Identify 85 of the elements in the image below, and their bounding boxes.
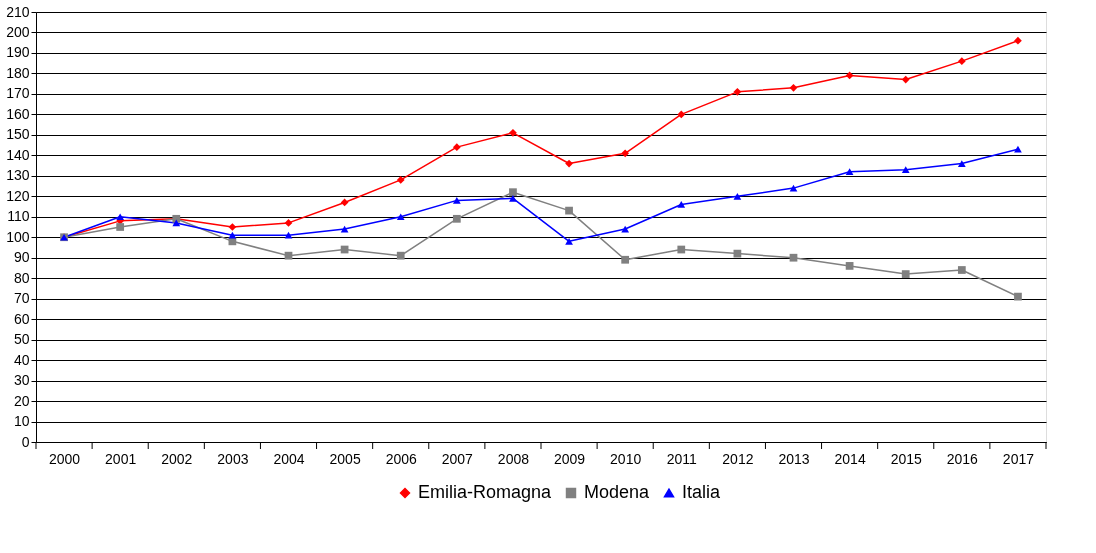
x-tick-label: 2017 <box>1002 450 1035 467</box>
y-tick-label: 200 <box>6 23 30 40</box>
y-tick-label: 160 <box>6 105 30 122</box>
y-tick-label: 120 <box>6 187 30 204</box>
point <box>340 198 349 207</box>
point <box>1014 292 1022 301</box>
legend-label: Emilia-Romagna <box>418 482 553 502</box>
point <box>957 160 966 167</box>
y-tick-label: 130 <box>6 167 30 184</box>
x-tick-label: 2016 <box>946 450 979 467</box>
point <box>396 213 405 221</box>
y-tick-label: 210 <box>6 3 30 20</box>
x-tick-label: 2011 <box>666 450 698 467</box>
point <box>228 223 237 231</box>
point <box>396 251 405 260</box>
point <box>789 83 798 92</box>
y-tick-label: 10 <box>13 413 30 430</box>
point <box>621 149 630 158</box>
point <box>901 75 910 84</box>
point <box>957 266 966 274</box>
point <box>901 166 910 174</box>
point <box>565 159 573 168</box>
point <box>565 237 573 245</box>
x-tick-label: 2012 <box>722 450 754 467</box>
x-tick-label: 2002 <box>161 450 193 467</box>
x-tick-label: 2000 <box>48 450 81 467</box>
x-tick-label: 2015 <box>890 450 922 467</box>
point <box>565 206 573 215</box>
point <box>452 214 461 223</box>
point <box>845 168 854 176</box>
point <box>677 110 686 119</box>
y-tick-label: 180 <box>6 64 30 81</box>
point <box>284 219 293 227</box>
point <box>228 231 237 239</box>
y-tick-label: 40 <box>13 351 30 368</box>
point <box>284 251 293 260</box>
point <box>1014 36 1022 45</box>
x-tick-label: 2009 <box>553 450 586 467</box>
point <box>396 176 405 184</box>
y-tick-label: 30 <box>13 372 30 389</box>
x-tick-label: 2010 <box>610 450 642 467</box>
y-tick-label: 170 <box>6 85 30 102</box>
x-tick-label: 2005 <box>329 450 361 467</box>
y-tick-label: 50 <box>13 331 30 348</box>
point <box>845 262 854 270</box>
point <box>733 87 742 96</box>
y-tick-label: 140 <box>6 146 30 163</box>
legend-label: Italia <box>682 482 722 502</box>
y-tick-label: 70 <box>13 290 30 307</box>
point <box>116 213 125 221</box>
y-tick-label: 150 <box>6 126 30 143</box>
y-tick-label: 60 <box>13 310 30 327</box>
point <box>509 194 517 202</box>
x-tick-label: 2006 <box>385 450 417 467</box>
x-tick-label: 2014 <box>834 450 866 467</box>
y-tick-label: 190 <box>6 44 30 61</box>
y-tick-label: 100 <box>6 228 30 245</box>
y-tick-label: 90 <box>13 249 30 266</box>
point <box>733 192 742 200</box>
point <box>901 270 910 278</box>
point <box>621 255 630 264</box>
point <box>789 184 798 192</box>
x-tick-label: 2001 <box>105 450 137 467</box>
legend-label: Modena <box>584 482 651 502</box>
y-tick-label: 20 <box>13 392 30 409</box>
point <box>1014 145 1022 153</box>
x-tick-label: 2008 <box>497 450 530 467</box>
point <box>957 57 966 66</box>
point <box>284 231 293 239</box>
point <box>452 197 461 204</box>
point <box>116 223 125 231</box>
point <box>509 188 517 197</box>
x-tick-label: 2007 <box>441 450 474 467</box>
point <box>172 219 181 227</box>
point <box>452 143 461 152</box>
point <box>509 128 517 137</box>
point <box>677 245 686 254</box>
y-tick-label: 80 <box>13 269 30 286</box>
point <box>789 253 798 262</box>
x-tick-label: 2013 <box>778 450 810 467</box>
x-tick-label: 2003 <box>217 450 249 467</box>
x-tick-label: 2004 <box>273 450 305 467</box>
point <box>677 201 686 208</box>
y-tick-label: 110 <box>7 208 30 225</box>
y-tick-label: 0 <box>21 433 30 450</box>
